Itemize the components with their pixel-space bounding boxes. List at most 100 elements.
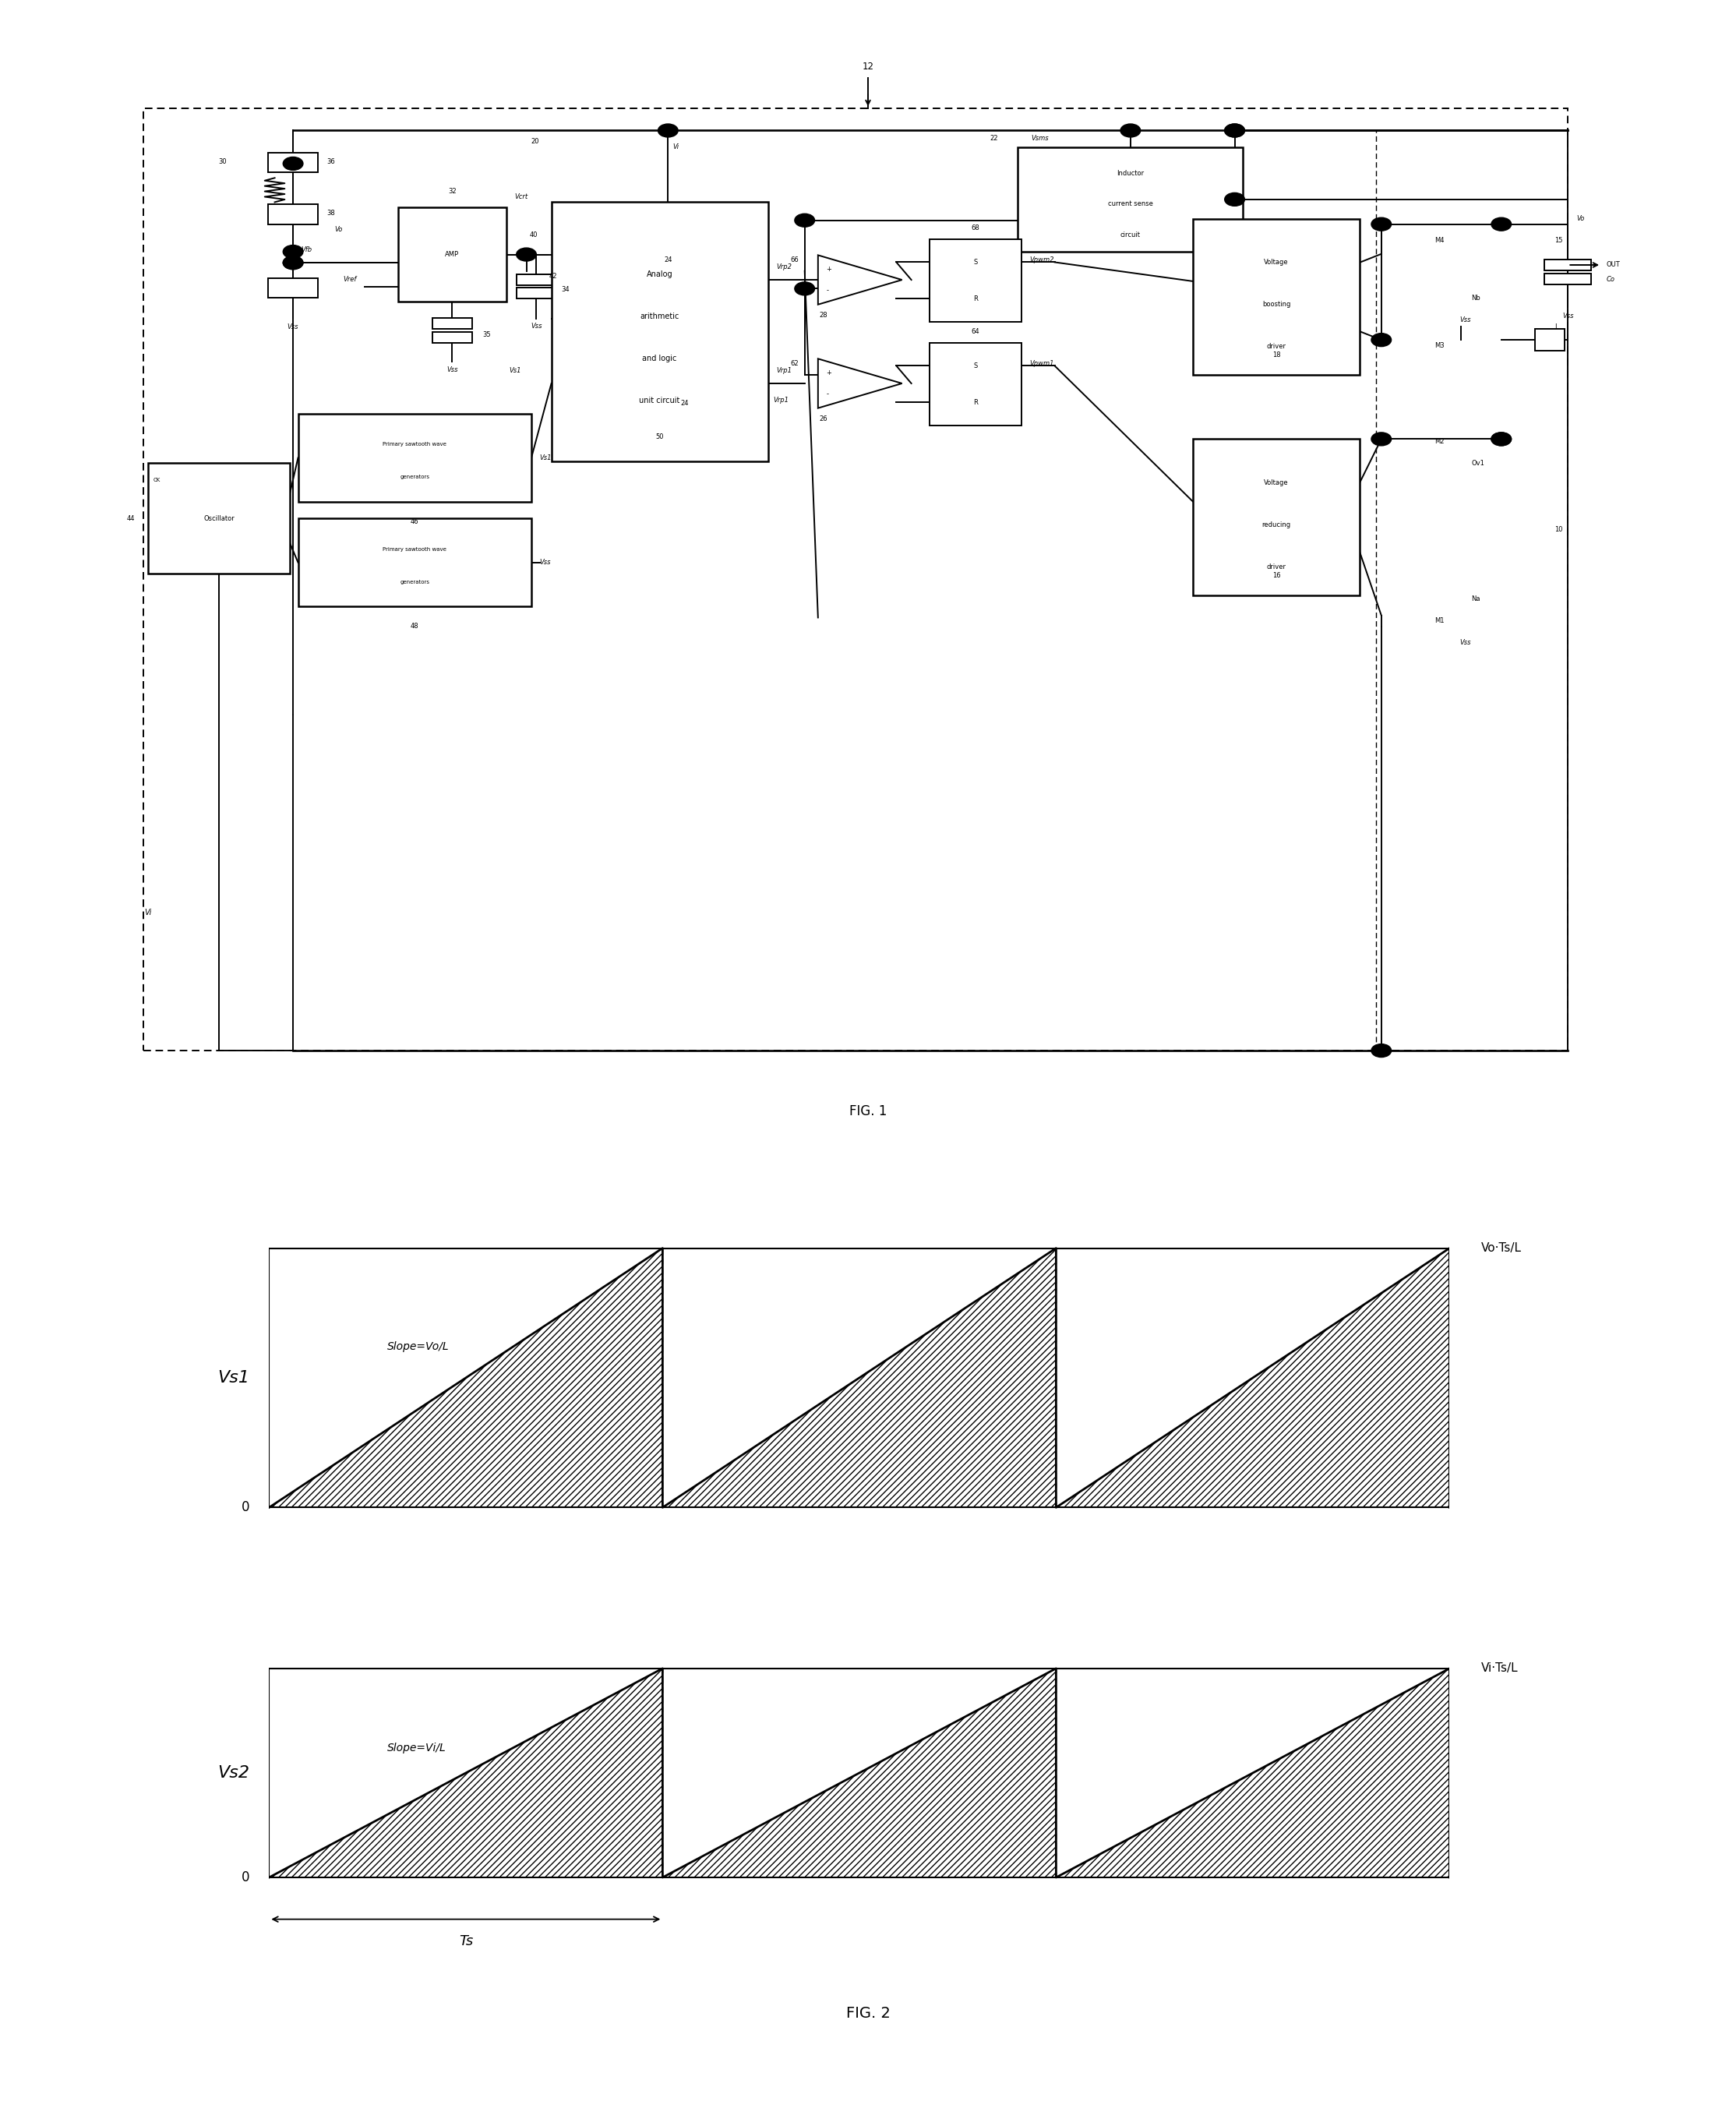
Text: M3: M3 [1434, 341, 1444, 350]
Text: Nb: Nb [1472, 295, 1481, 301]
Text: Vrp2: Vrp2 [776, 263, 792, 269]
Bar [1545, 259, 1592, 271]
Text: FIG. 2: FIG. 2 [845, 2007, 891, 2019]
Circle shape [1371, 333, 1391, 348]
Text: Vrp1: Vrp1 [776, 367, 792, 373]
Text: Vs1: Vs1 [509, 367, 521, 373]
Circle shape [1224, 193, 1245, 206]
Text: Vref: Vref [342, 275, 356, 282]
Text: 15: 15 [1555, 237, 1562, 244]
Circle shape [1491, 218, 1512, 231]
Circle shape [1224, 123, 1245, 138]
Text: unit circuit: unit circuit [639, 396, 681, 405]
Text: -: - [826, 288, 828, 295]
Text: circuit: circuit [1120, 231, 1141, 239]
Bar [552, 201, 767, 462]
Text: reducing: reducing [1262, 521, 1292, 528]
Bar [930, 239, 1021, 322]
Text: 62: 62 [790, 360, 799, 367]
Bar [930, 343, 1021, 426]
Text: S: S [974, 259, 977, 265]
Text: Vss: Vss [531, 322, 542, 331]
Text: 46: 46 [410, 519, 418, 526]
Text: 34: 34 [561, 286, 569, 292]
Text: 16: 16 [1272, 572, 1281, 578]
Text: 66: 66 [790, 256, 799, 263]
Text: 44: 44 [127, 515, 135, 521]
Bar [1545, 273, 1592, 284]
Text: Oscillator: Oscillator [203, 515, 234, 521]
Text: Ts: Ts [458, 1935, 472, 1947]
Text: M2: M2 [1434, 439, 1444, 445]
Text: Vs1: Vs1 [540, 453, 552, 462]
Text: 24: 24 [663, 256, 672, 263]
Bar [299, 413, 531, 502]
Text: 24: 24 [681, 400, 689, 407]
Text: Vo: Vo [1576, 216, 1585, 222]
Text: arithmetic: arithmetic [641, 314, 679, 320]
Text: 40: 40 [529, 231, 538, 237]
Text: Inductor: Inductor [1116, 170, 1144, 176]
Text: 42: 42 [549, 273, 557, 280]
Bar [267, 203, 318, 225]
Circle shape [1224, 123, 1245, 138]
Text: 20: 20 [531, 138, 538, 144]
Bar [267, 278, 318, 299]
Text: Voltage: Voltage [1264, 479, 1288, 487]
Text: generators: generators [399, 475, 429, 479]
Text: Vss: Vss [288, 324, 299, 331]
Text: 26: 26 [819, 415, 826, 422]
Text: M1: M1 [1434, 617, 1444, 625]
Circle shape [283, 157, 304, 170]
Text: 18: 18 [1272, 352, 1281, 358]
Text: 28: 28 [819, 311, 826, 318]
Text: Vss: Vss [446, 367, 458, 373]
Text: 38: 38 [326, 210, 335, 216]
Text: Slope=Vo/L: Slope=Vo/L [387, 1341, 450, 1352]
Text: CK: CK [153, 477, 160, 483]
Circle shape [1120, 123, 1141, 138]
Bar [267, 153, 318, 172]
Circle shape [283, 256, 304, 269]
Text: 30: 30 [219, 159, 226, 165]
Bar [516, 288, 556, 299]
Bar [1535, 328, 1564, 352]
Text: Primary sawtooth wave: Primary sawtooth wave [384, 547, 446, 551]
Polygon shape [818, 254, 903, 305]
Text: 35: 35 [483, 331, 491, 337]
Polygon shape [818, 358, 903, 409]
Text: M4: M4 [1434, 237, 1444, 244]
Circle shape [1371, 218, 1391, 231]
Text: Vsms: Vsms [1031, 136, 1049, 142]
Text: Vss: Vss [540, 559, 550, 566]
Text: boosting: boosting [1262, 301, 1290, 307]
Circle shape [283, 246, 304, 259]
Text: 36: 36 [326, 159, 335, 165]
Text: Vfb: Vfb [302, 246, 312, 252]
Text: Na: Na [1472, 595, 1481, 602]
Bar [299, 519, 531, 606]
Text: Vrp1: Vrp1 [773, 396, 788, 403]
Text: Vo·Ts/L: Vo·Ts/L [1481, 1242, 1521, 1254]
Text: 32: 32 [448, 189, 457, 195]
Text: Vs1: Vs1 [217, 1371, 250, 1386]
Bar [398, 208, 507, 301]
Text: 10: 10 [1555, 526, 1562, 532]
Text: 0: 0 [241, 1871, 250, 1884]
Text: R: R [974, 295, 977, 303]
Text: Co: Co [1606, 275, 1614, 282]
Text: 22: 22 [990, 136, 998, 142]
Circle shape [658, 123, 679, 138]
Text: FIG. 1: FIG. 1 [849, 1104, 887, 1119]
Bar [148, 464, 290, 574]
Text: Vpwm2: Vpwm2 [1029, 256, 1054, 263]
Text: and logic: and logic [642, 354, 677, 362]
Text: OUT: OUT [1606, 261, 1620, 269]
Text: S: S [974, 362, 977, 369]
Circle shape [516, 248, 536, 261]
Text: driver: driver [1267, 564, 1286, 570]
Text: 48: 48 [410, 623, 418, 629]
Circle shape [795, 282, 814, 295]
Text: AMP: AMP [444, 250, 460, 259]
Circle shape [1371, 1045, 1391, 1057]
